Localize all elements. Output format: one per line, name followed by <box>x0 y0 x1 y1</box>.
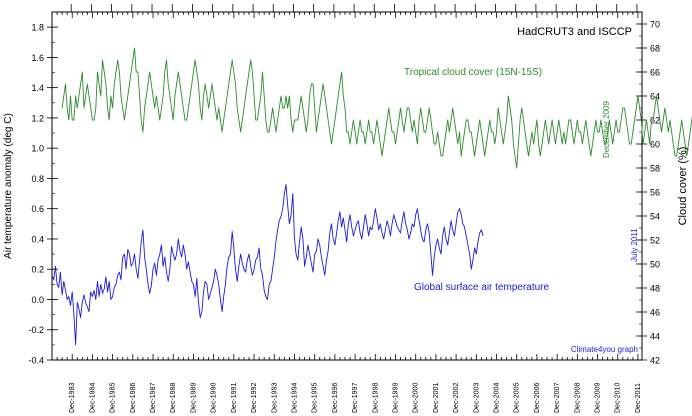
y-left-tick-label: 1.4 <box>31 83 44 93</box>
x-tick-label: Dec-1992 <box>251 383 258 413</box>
y-right-tick-label: 54 <box>650 212 660 222</box>
x-tick-label: Dec-1993 <box>271 383 278 413</box>
x-tick-label: Dec-1984 <box>89 383 96 413</box>
y-right-tick-label: 64 <box>650 92 660 102</box>
y-right-tick-label: 70 <box>650 20 660 30</box>
y-right-tick-label: 58 <box>650 164 660 174</box>
y-left-tick-label: 1.2 <box>31 113 44 123</box>
x-tick-label: Dec-2009 <box>595 383 602 413</box>
x-tick-label: Dec-1985 <box>110 383 117 413</box>
x-tick-label: Dec-1998 <box>372 383 379 413</box>
y-right-tick-label: 52 <box>650 236 660 246</box>
x-tick-label: Dec-1994 <box>291 383 298 413</box>
y-left-tick-label: 0.6 <box>31 204 44 214</box>
y-right-tick-label: 62 <box>650 116 660 126</box>
x-tick-label: Dec-1986 <box>130 383 137 413</box>
x-tick-label: Dec-2001 <box>433 383 440 413</box>
y-right-tick-label: 50 <box>650 260 660 270</box>
chart-title: HadCRUT3 and ISCCP <box>517 26 632 38</box>
y-right-tick-label: 66 <box>650 68 660 78</box>
x-tick-label: Dec-1983 <box>69 383 76 413</box>
x-tick-label: Dec-1989 <box>190 383 197 413</box>
left-axis-tick-labels: -0.4 -0.2 0.0 0.2 0.4 0.6 0.8 1.0 1.2 1.4 1.6 1.8 <box>28 23 44 366</box>
x-tick-label: Dec-1987 <box>150 383 157 413</box>
x-tick-label: Dec-1991 <box>231 383 238 413</box>
y-right-tick-label: 56 <box>650 188 660 198</box>
plot-frame <box>51 11 643 361</box>
x-tick-label: Dec-2002 <box>453 383 460 413</box>
y-right-tick-label: 44 <box>650 332 660 342</box>
temperature-line <box>51 184 484 346</box>
y-left-tick-label: 0.8 <box>31 174 44 184</box>
y-left-tick-label: 1.8 <box>31 23 44 33</box>
x-tick-label: Dec-1990 <box>211 383 218 413</box>
x-tick-label: Dec-2000 <box>413 383 420 413</box>
y-right-tick-label: 68 <box>650 44 660 54</box>
x-tick-label: Dec-2011 <box>635 383 642 413</box>
series-group <box>51 47 692 346</box>
x-tick-label: Dec-2005 <box>514 383 521 413</box>
x-tick-label: Dec-2003 <box>473 383 480 413</box>
credit-label: Climate4you graph <box>571 345 638 354</box>
x-tick-label: Dec-2004 <box>494 383 501 413</box>
x-tick-label: Dec-1996 <box>332 383 339 413</box>
y-left-tick-label: 1.0 <box>31 144 44 154</box>
y-left-tick-label: 0.0 <box>31 295 44 305</box>
y-left-tick-label: -0.4 <box>28 356 44 366</box>
axis-ticks <box>47 4 647 361</box>
y-left-tick-label: 0.2 <box>31 265 44 275</box>
x-tick-label: Dec-1988 <box>170 383 177 413</box>
x-tick-label: Dec-2007 <box>554 383 561 413</box>
temp-series-label: Global surface air temperature <box>414 282 550 293</box>
x-tick-label: Dec-2010 <box>615 383 622 413</box>
x-axis-tick-labels: Dec-1983 Dec-1984 Dec-1985 Dec-1986 Dec-1987… <box>69 383 642 413</box>
y-right-tick-label: 48 <box>650 284 660 294</box>
cloud-series-label: Tropical cloud cover (15N-15S) <box>404 67 542 78</box>
cloud-end-date: December 2009 <box>602 101 611 158</box>
x-tick-label: Dec-1999 <box>392 383 399 413</box>
y-axis-right-label: Cloud cover (%) <box>677 147 689 226</box>
y-left-tick-label: 1.6 <box>31 53 44 63</box>
y-right-tick-label: 42 <box>650 356 660 366</box>
y-axis-left-label: Air temperature anomaly (deg C) <box>3 113 14 259</box>
y-right-tick-label: 46 <box>650 308 660 318</box>
right-axis-tick-labels: 42 44 46 48 50 52 54 56 58 60 62 64 66 68 70 <box>650 20 660 366</box>
temp-end-date: July 2011 <box>630 228 639 262</box>
cloud-cover-line <box>61 47 692 169</box>
x-tick-label: Dec-2006 <box>534 383 541 413</box>
x-tick-label: Dec-1995 <box>312 383 319 413</box>
y-left-tick-label: -0.2 <box>28 325 44 335</box>
y-left-tick-label: 0.4 <box>31 234 44 244</box>
x-tick-label: Dec-2008 <box>574 383 581 413</box>
y-right-tick-label: 60 <box>650 140 660 150</box>
x-tick-label: Dec-1997 <box>352 383 359 413</box>
